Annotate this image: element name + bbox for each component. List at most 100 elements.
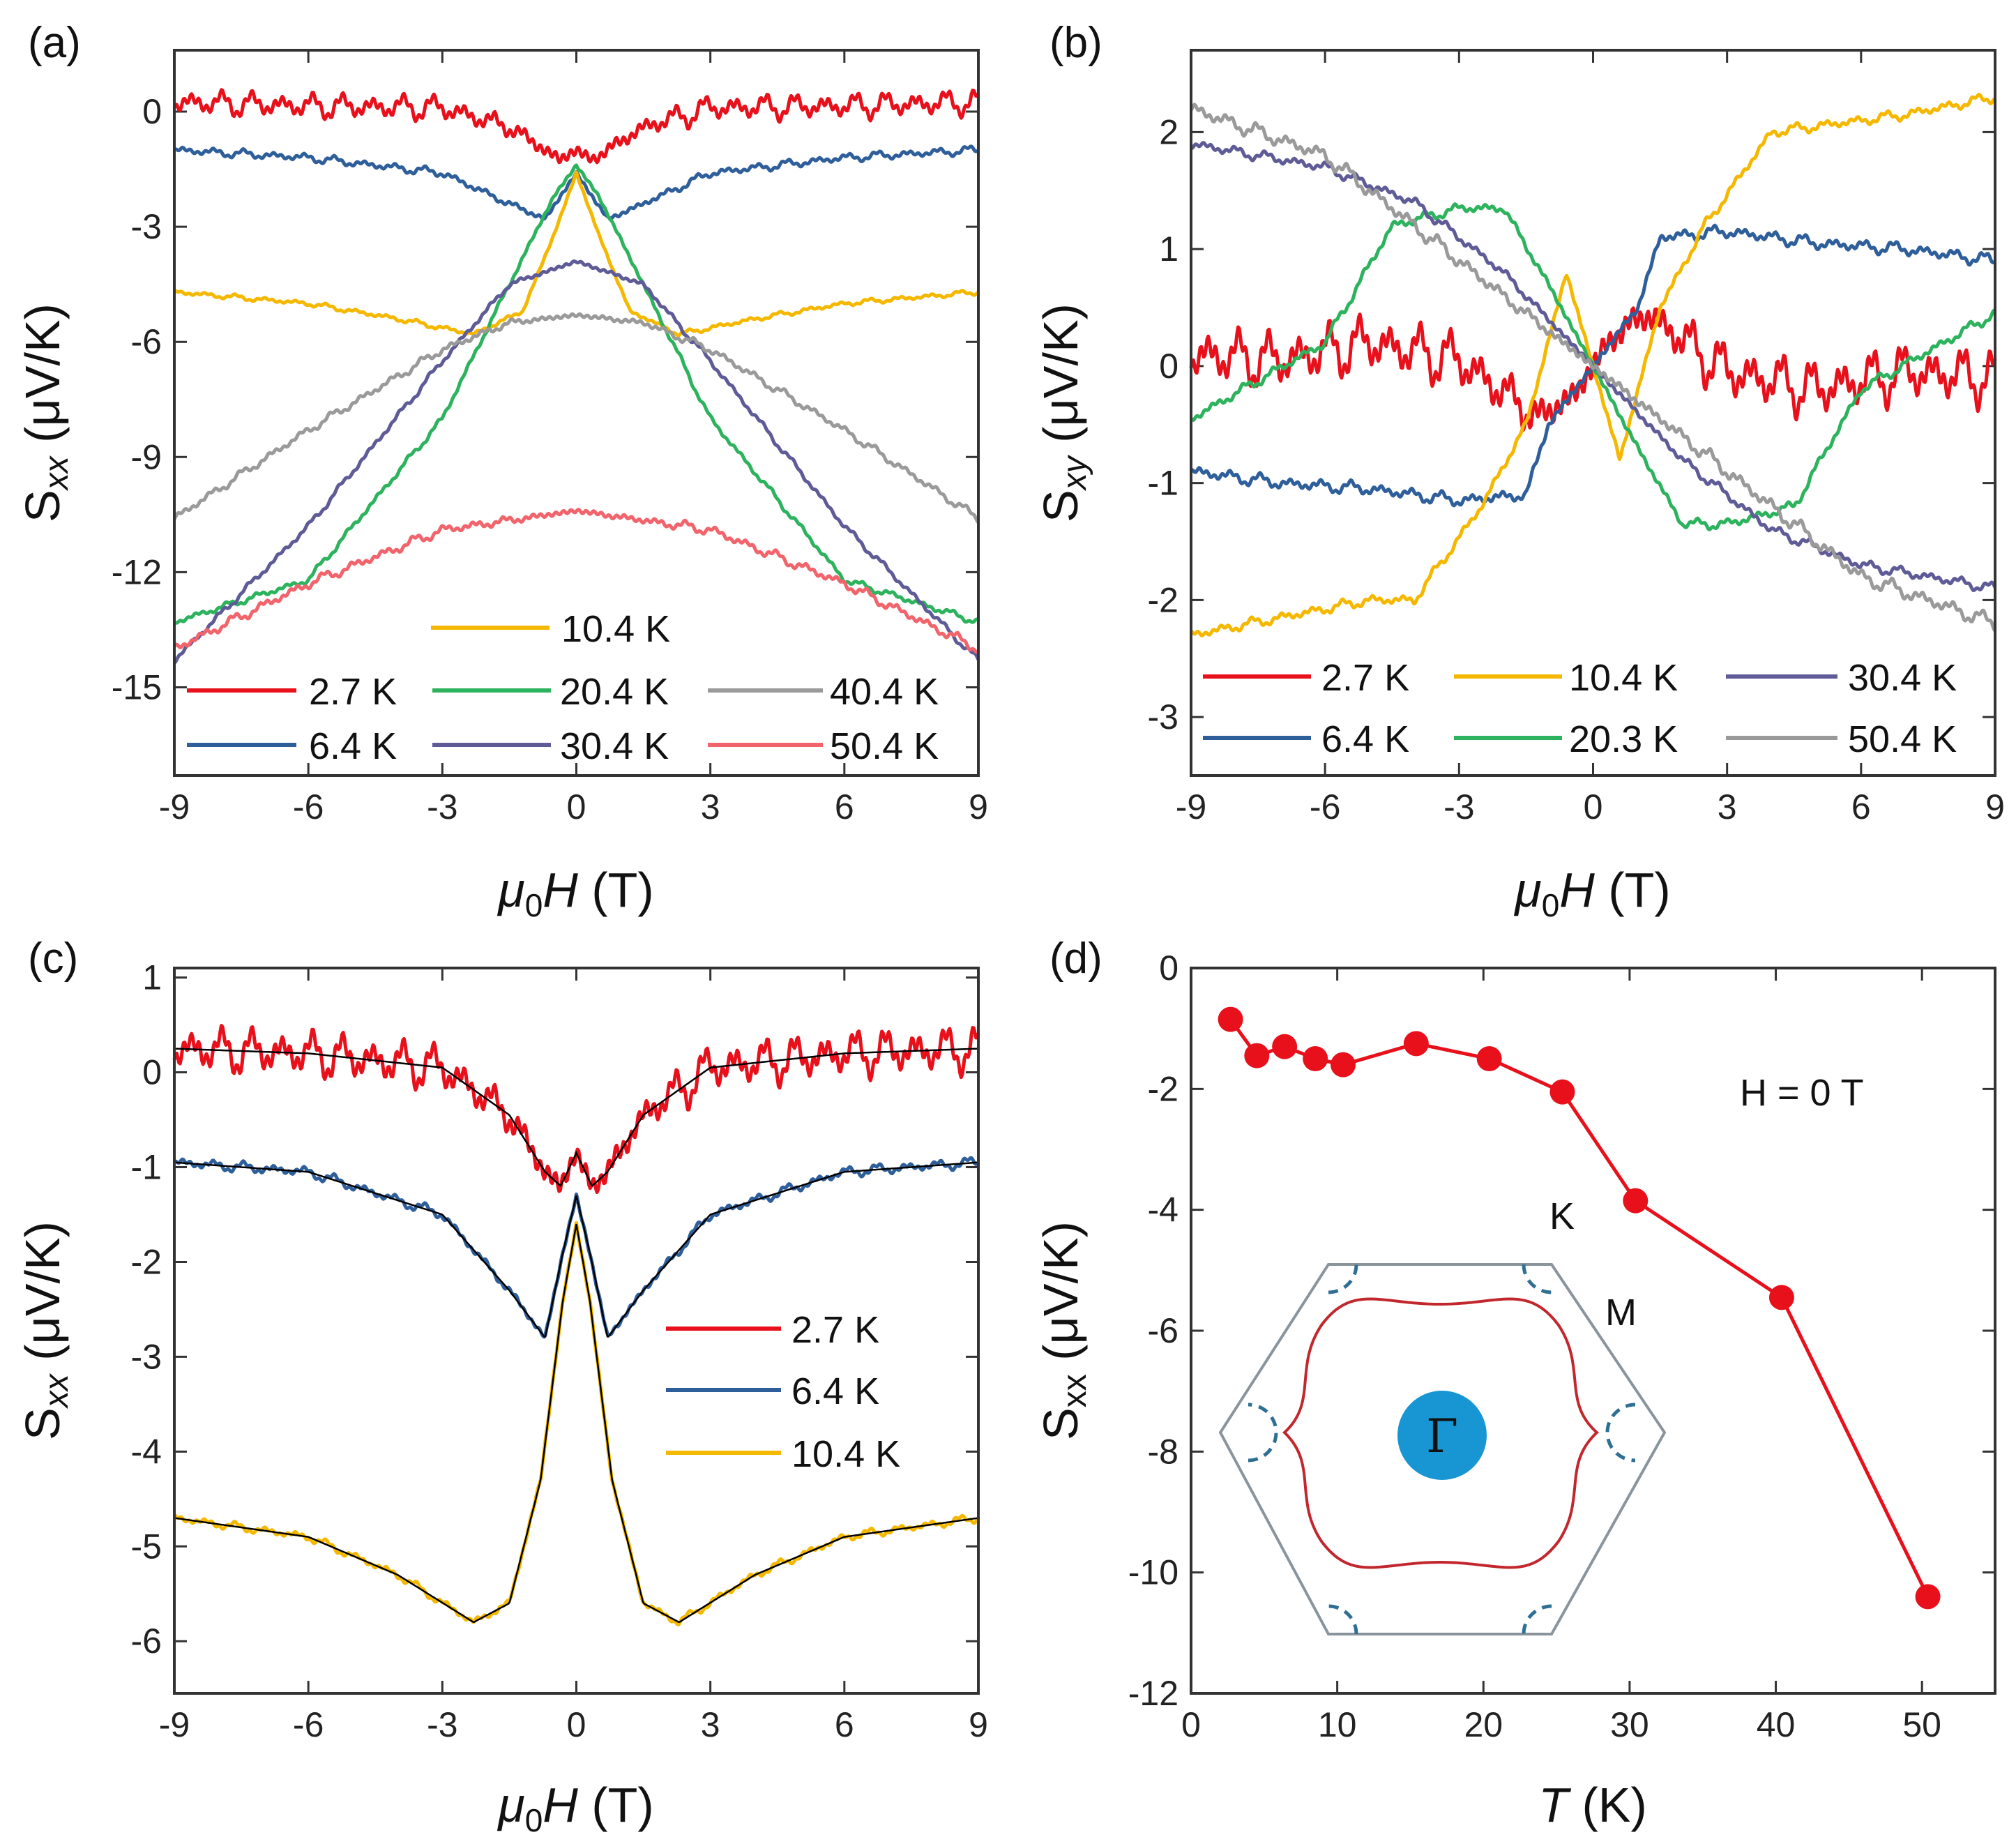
y-tick-label: -4 [1148,1191,1178,1230]
panel-c: (c) -9 -6 -3 0 3 6 9 1 0 -1 -2 -3 -4 -5 -6 2.7 K 6.4 K… [15,935,988,1838]
hexagon-zone [1218,1263,1667,1635]
x-tick-label: 50 [1902,1705,1941,1744]
legend-a-2K: 2.7 K [309,671,397,713]
panel-c-frame [173,967,980,1695]
panel-c-ticks: -9 -6 -3 0 3 6 9 1 0 -1 -2 -3 -4 -5 -6 [131,958,988,1744]
panel-c-series [172,1024,980,1626]
series-6-4-K [173,1156,980,1339]
y-tick-label: -6 [1148,1311,1178,1350]
y-tick-label: -1 [131,1147,162,1186]
k-point-pockets [1248,1264,1636,1635]
x-tick-label: 9 [969,787,988,826]
k-pocket-6 [1248,1403,1278,1463]
x-tick-label: 9 [969,1705,988,1744]
y-tick-label: 0 [142,92,162,131]
x-tick-label: 6 [835,787,854,826]
x-tick-label: 6 [835,1705,854,1744]
y-tick-label: -1 [1148,464,1178,503]
panel-d: (d) 0 10 20 30 40 50 0 -2 -4 -6 -8 -10 -12 Γ K M H =… [1033,935,1996,1832]
gamma-label: Γ [1426,1410,1458,1463]
k-pocket-5 [1328,1604,1358,1635]
x-tick-label: -9 [159,1705,190,1744]
y-tick-label: -5 [131,1527,162,1566]
panel-a: (a) -9 -6 -3 0 3 6 9 0 -3 -6 -9 -12 -15 10.4 K 2.7 K… [15,19,988,923]
x-tick-label: -6 [293,1705,324,1744]
m-label: M [1605,1292,1637,1333]
y-tick-label: -6 [131,1622,162,1661]
x-tick-label: -6 [1310,787,1340,826]
y-tick-label: -2 [131,1242,162,1281]
legend-a-30K: 30.4 K [560,725,669,767]
legend-c-2K: 2.7 K [791,1309,879,1351]
panel-a-label: (a) [28,19,81,67]
panel-b-ticks: -9 -6 -3 0 3 6 9 2 1 0 -1 -2 -3 [1148,50,2005,826]
panel-d-xlabel: T (K) [1538,1778,1647,1832]
field-annotation: H = 0 T [1740,1072,1864,1114]
panel-c-xlabel: μ0H (T) [497,1778,653,1838]
series-20-4-K [173,163,980,625]
y-tick-label: -2 [1148,580,1178,619]
fit-curve-10-4-K [174,1223,979,1623]
fit-curve-2-7-K [174,1048,978,1187]
series-40-4-K [172,312,980,524]
data-point [1623,1188,1649,1214]
panel-d-ticks: 0 10 20 30 40 50 0 -2 -4 -6 -8 -10 -12 [1128,949,1995,1744]
brillouin-zone-inset: Γ K M [1218,1195,1667,1635]
x-tick-label: 0 [1584,787,1603,826]
y-tick-label: -2 [1148,1069,1178,1108]
y-tick-label: 1 [1159,229,1178,269]
x-tick-label: -3 [427,1705,457,1744]
k-pocket-4 [1522,1604,1552,1635]
x-tick-label: 20 [1464,1705,1503,1744]
series-6-4-K [173,144,980,221]
legend-a-6K: 6.4 K [309,725,397,767]
gamma-pocket [1397,1391,1487,1480]
panel-b: (b) -9 -6 -3 0 3 6 9 2 1 0 -1 -2 -3 2.7 K 10.4 K 30.… [1033,19,2005,923]
x-tick-label: 0 [567,787,586,826]
panel-b-series [1189,93,1997,637]
data-point [1303,1046,1328,1071]
y-tick-label: -3 [131,207,162,246]
legend-a-50K: 50.4 K [830,725,939,767]
x-tick-label: -3 [427,787,457,826]
x-tick-label: 9 [1985,787,2005,826]
legend-b-6K: 6.4 K [1321,718,1409,760]
x-tick-label: 10 [1318,1705,1357,1744]
y-tick-label: 1 [142,958,162,997]
panel-a-xlabel: μ0H (T) [497,863,653,923]
k-pocket-2 [1522,1264,1552,1294]
legend-b-30K: 30.4 K [1848,657,1957,699]
y-tick-label: -12 [1128,1674,1178,1713]
y-tick-label: -3 [1148,697,1178,736]
data-point [1218,1006,1243,1032]
series-50-4-K [1189,103,1997,633]
data-point [1476,1046,1502,1071]
data-point [1244,1043,1270,1068]
x-tick-label: 6 [1851,787,1871,826]
panel-b-legend: 2.7 K 10.4 K 30.4 K 6.4 K 20.3 K 50.4 K [1203,657,1957,760]
y-tick-label: -8 [1148,1432,1178,1471]
x-tick-label: 0 [567,1705,586,1744]
fermi-surface-contour [1282,1297,1599,1569]
legend-b-20K: 20.3 K [1569,718,1678,760]
k-pocket-1 [1328,1264,1358,1294]
legend-c-10K: 10.4 K [791,1433,900,1475]
x-tick-label: 3 [701,787,720,826]
x-tick-label: 3 [1718,787,1737,826]
panel-d-label: (d) [1049,935,1102,983]
legend-a-10K: 10.4 K [561,608,670,650]
panel-a-series [172,88,980,665]
series-50-4-K [172,508,980,654]
series-30-4-K [173,259,980,665]
panel-c-legend: 2.7 K 6.4 K 10.4 K [666,1309,900,1475]
y-tick-label: -6 [131,322,162,361]
data-point [1403,1031,1429,1057]
x-tick-label: -6 [293,787,324,826]
data-point [1915,1584,1941,1610]
fit-curve-6-4-K [174,1161,979,1338]
data-point [1768,1285,1794,1310]
panel-a-legend: 10.4 K 2.7 K 20.4 K 40.4 K 6.4 K 30.4 K … [187,608,939,767]
legend-b-2K: 2.7 K [1321,657,1409,699]
panel-b-frame [1190,49,1996,777]
